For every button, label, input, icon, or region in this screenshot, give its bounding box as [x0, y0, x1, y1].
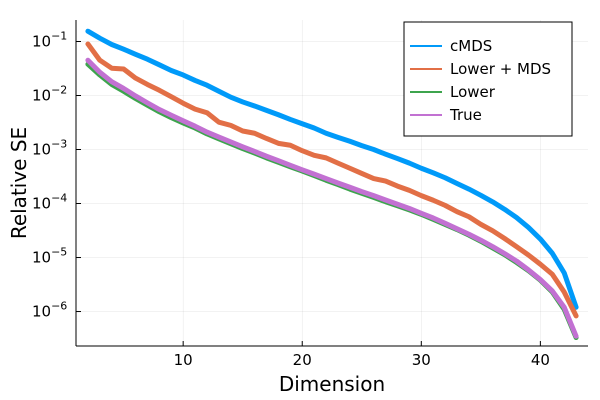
legend-box [403, 21, 573, 137]
y-tick-label: 10−2 [32, 83, 67, 104]
y-axis-title: Relative SE [7, 127, 31, 239]
series-lines [85, 28, 579, 341]
y-tick-label: 10−3 [32, 138, 67, 159]
y-tick-label: 10−5 [32, 246, 67, 267]
x-axis-title: Dimension [279, 372, 385, 396]
x-axis-ticks: 10 20 30 40 [174, 341, 550, 369]
legend: cMDS Lower + MDS Lower True [403, 21, 573, 137]
legend-label: cMDS [450, 37, 492, 55]
x-tick-label: 10 [174, 351, 193, 369]
series-line-lower-mds [85, 41, 579, 319]
y-tick-label: 10−4 [32, 192, 67, 213]
x-tick-label: 30 [412, 351, 431, 369]
legend-label: Lower [450, 83, 496, 101]
y-tick-label: 10−1 [32, 29, 67, 50]
series-line-cmds [85, 28, 579, 310]
legend-label: True [449, 106, 482, 124]
y-tick-label: 10−6 [32, 300, 67, 321]
x-tick-label: 20 [293, 351, 312, 369]
x-tick-label: 40 [531, 351, 550, 369]
y-axis-ticks: 10−1 10−2 10−3 10−4 10−5 10−6 [32, 29, 81, 321]
legend-label: Lower + MDS [450, 60, 551, 78]
series-line-true [85, 57, 579, 339]
